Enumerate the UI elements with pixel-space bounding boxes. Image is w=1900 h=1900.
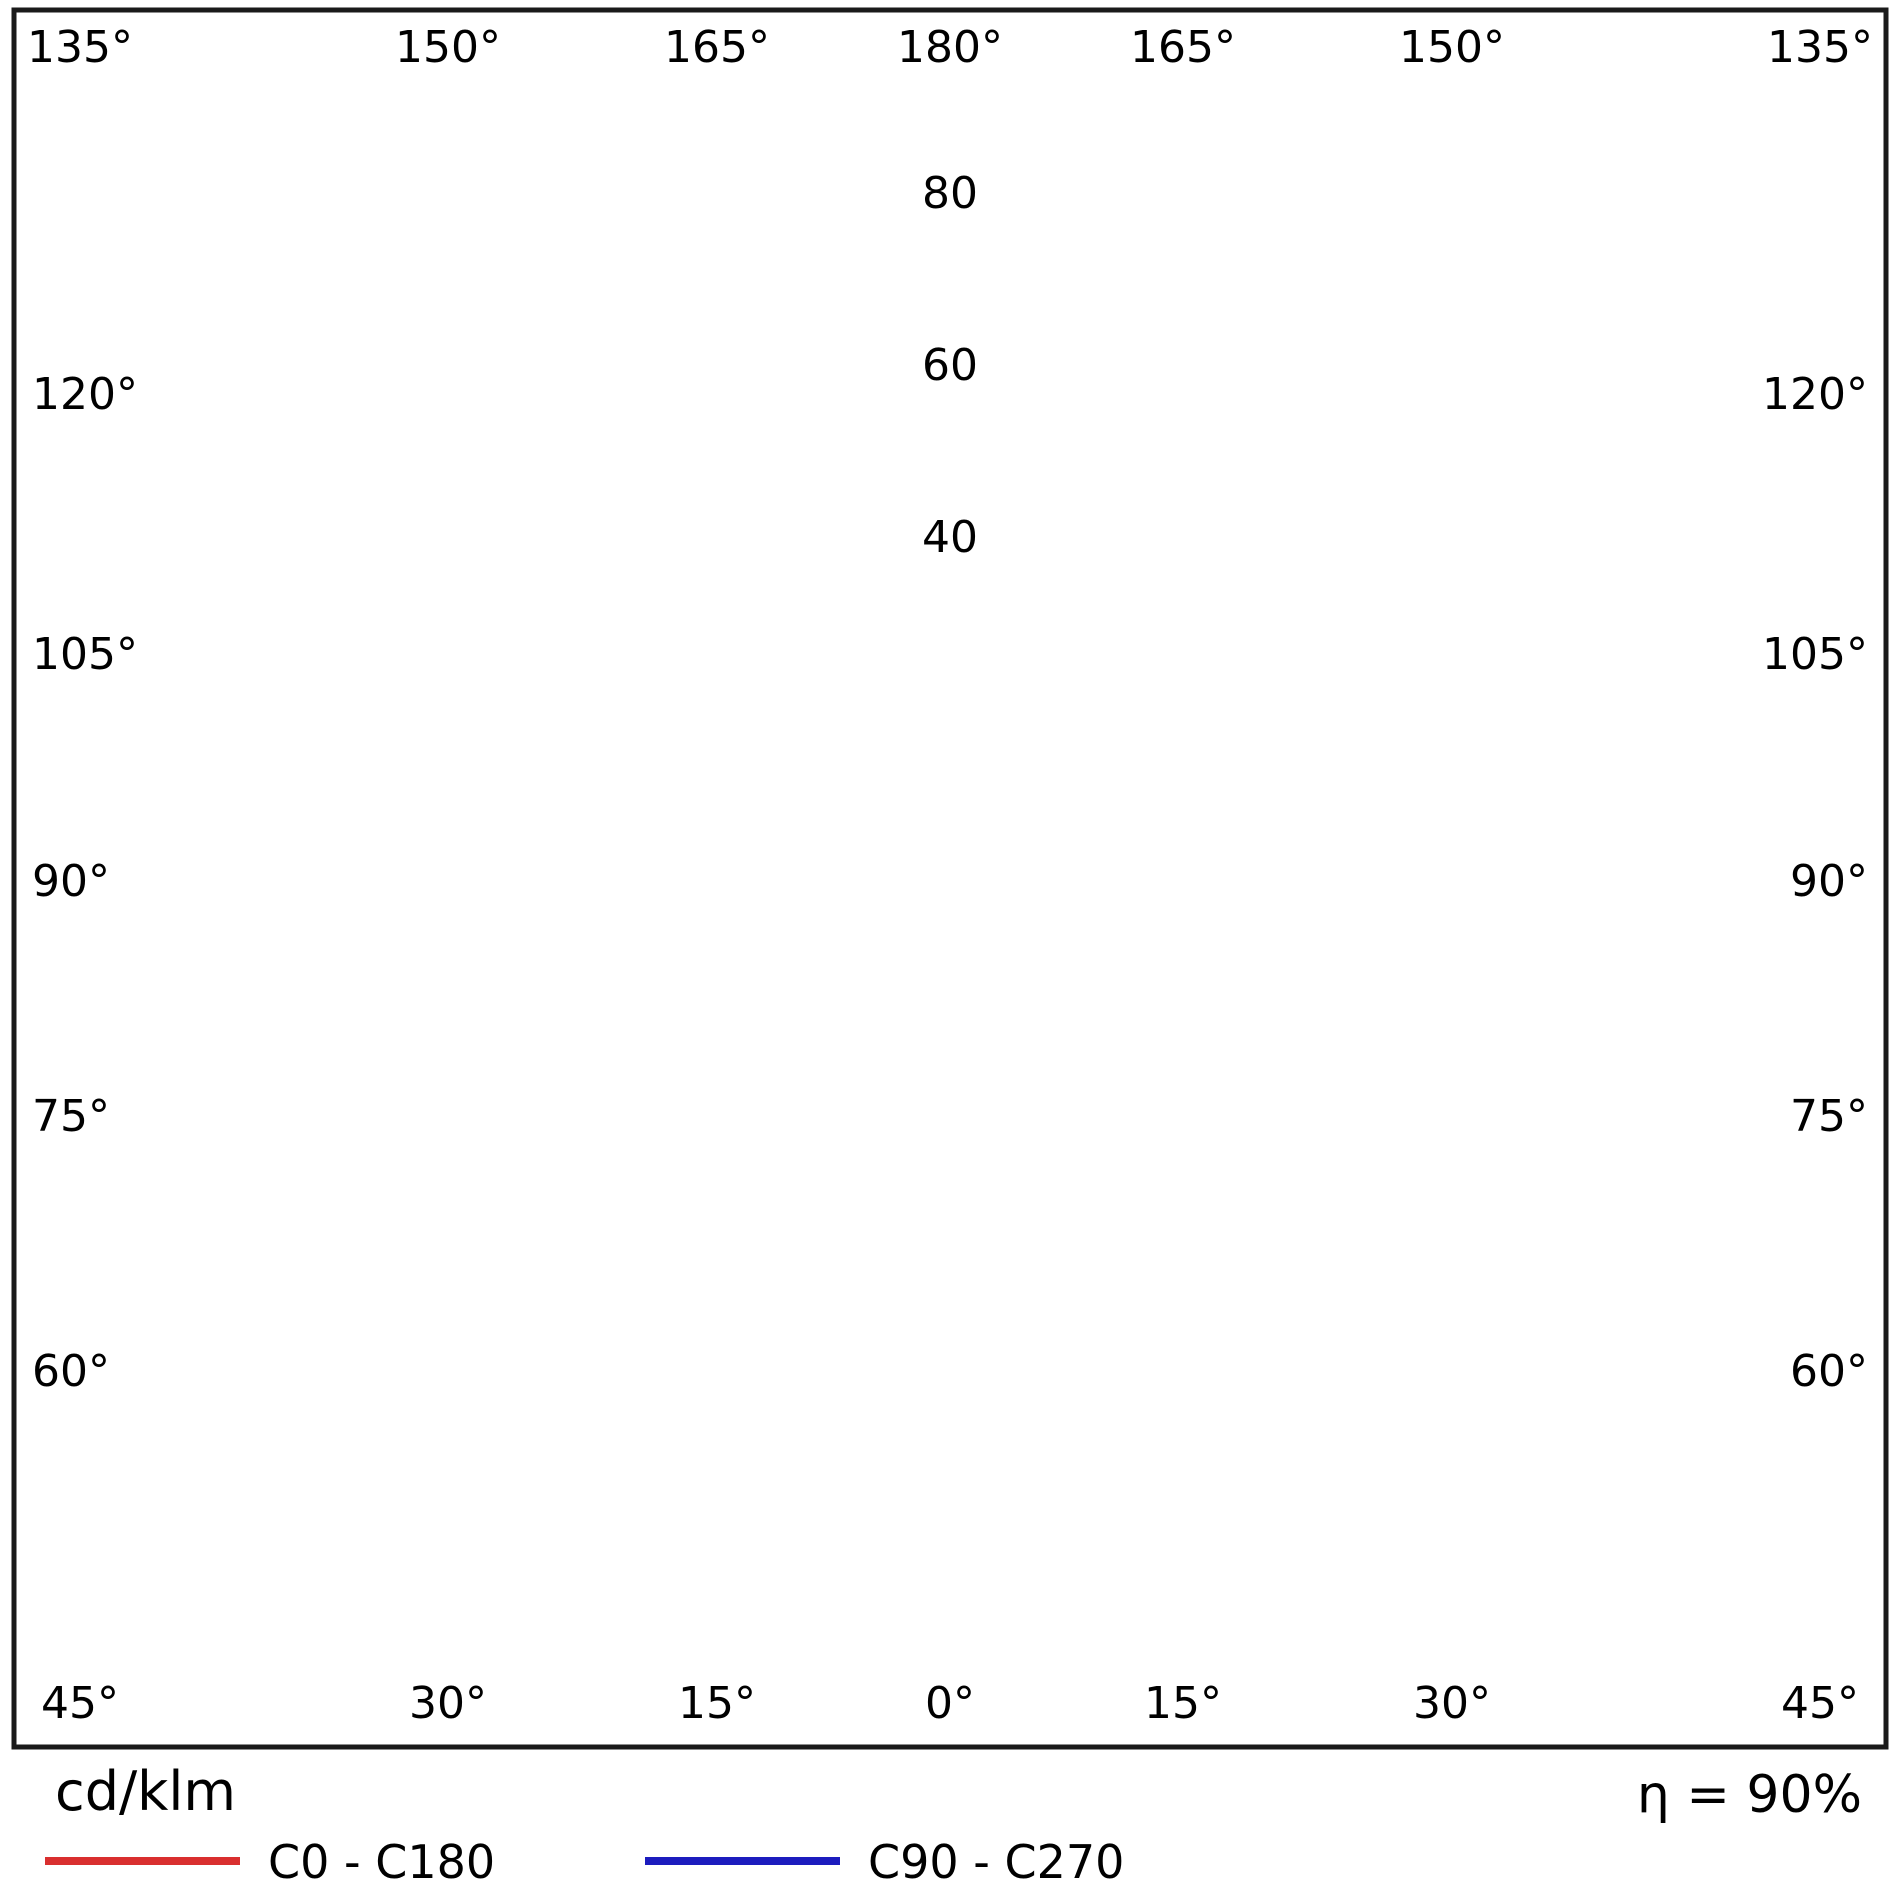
grid-spoke-105 [1116, 544, 1900, 836]
plot-border [11, 7, 1889, 1750]
angle-label-right-2: 90° [1790, 856, 1868, 907]
grid-spoke-330 [300, 1029, 864, 1900]
grid-ring-20 [778, 708, 1122, 1052]
grid-spoke-75 [1116, 925, 1900, 1217]
angle-label-top-6: 135° [1767, 22, 1873, 73]
grid-spoke-255 [0, 544, 784, 836]
angle-label-bottom-0: 45° [41, 1678, 119, 1729]
grid-spoke-120 [1099, 230, 1900, 794]
angle-label-bottom-3: 0° [925, 1678, 975, 1729]
radial-label-gap-40 [902, 509, 998, 563]
grid-spoke-210 [300, 0, 864, 731]
angle-label-bottom-1: 30° [409, 1678, 487, 1729]
angle-label-bottom-2: 15° [678, 1678, 756, 1729]
angle-label-top-0: 135° [27, 22, 133, 73]
grid-spoke-240 [0, 230, 801, 794]
radial-tick-label-80: 80 [922, 168, 978, 219]
angle-label-top-1: 150° [395, 22, 501, 73]
radial-tick-label-40: 40 [922, 512, 978, 563]
angle-label-left-1: 105° [32, 629, 138, 680]
grid-spoke-150 [1036, 0, 1600, 731]
grid-spoke-195 [614, 0, 906, 714]
angle-label-right-1: 105° [1762, 629, 1868, 680]
legend-label-c90-c270: C90 - C270 [868, 1835, 1124, 1889]
angle-label-bottom-6: 45° [1781, 1678, 1859, 1729]
unit-label: cd/klm [55, 1760, 236, 1823]
efficiency-label: η = 90% [1637, 1765, 1862, 1825]
radial-label-gap-60 [902, 337, 998, 391]
radial-label-gap-80 [902, 165, 998, 219]
grid-spoke-60 [1099, 966, 1900, 1530]
grid-spoke-225 [31, 0, 829, 758]
curve-c0-c180 [225, 517, 1675, 1438]
angle-label-top-4: 165° [1130, 22, 1236, 73]
angle-label-bottom-4: 15° [1144, 1678, 1222, 1729]
angle-label-right-3: 75° [1790, 1091, 1868, 1142]
angle-label-right-0: 120° [1762, 369, 1868, 420]
angle-label-right-4: 60° [1790, 1346, 1868, 1397]
grid-ring-40 [606, 536, 1294, 1224]
angle-label-top-5: 150° [1399, 22, 1505, 73]
grid-spoke-165 [995, 0, 1287, 714]
grid-spoke-135 [1072, 0, 1870, 758]
chart-footer: cd/klm C0 - C180 C90 - C270 η = 90% [45, 1760, 1862, 1889]
angle-label-top-2: 165° [664, 22, 770, 73]
grid-ring-100 [90, 20, 1810, 1740]
grid-ring-80 [262, 192, 1638, 1568]
grid-spoke-345 [614, 1046, 906, 1900]
grid-spoke-300 [0, 966, 801, 1530]
grid-spoke-30 [1036, 1029, 1600, 1900]
angle-label-top-3: 180° [897, 22, 1003, 73]
angle-label-left-0: 120° [32, 369, 138, 420]
grid-spoke-15 [995, 1046, 1287, 1900]
angle-label-bottom-5: 30° [1413, 1678, 1491, 1729]
angle-label-left-4: 60° [32, 1346, 110, 1397]
curve-c90-c270 [225, 517, 1675, 1438]
grid-spoke-285 [0, 925, 784, 1217]
radial-tick-label-60: 60 [922, 340, 978, 391]
legend-label-c0-c180: C0 - C180 [268, 1835, 495, 1889]
angle-label-left-3: 75° [32, 1091, 110, 1142]
angle-label-left-2: 90° [32, 856, 110, 907]
